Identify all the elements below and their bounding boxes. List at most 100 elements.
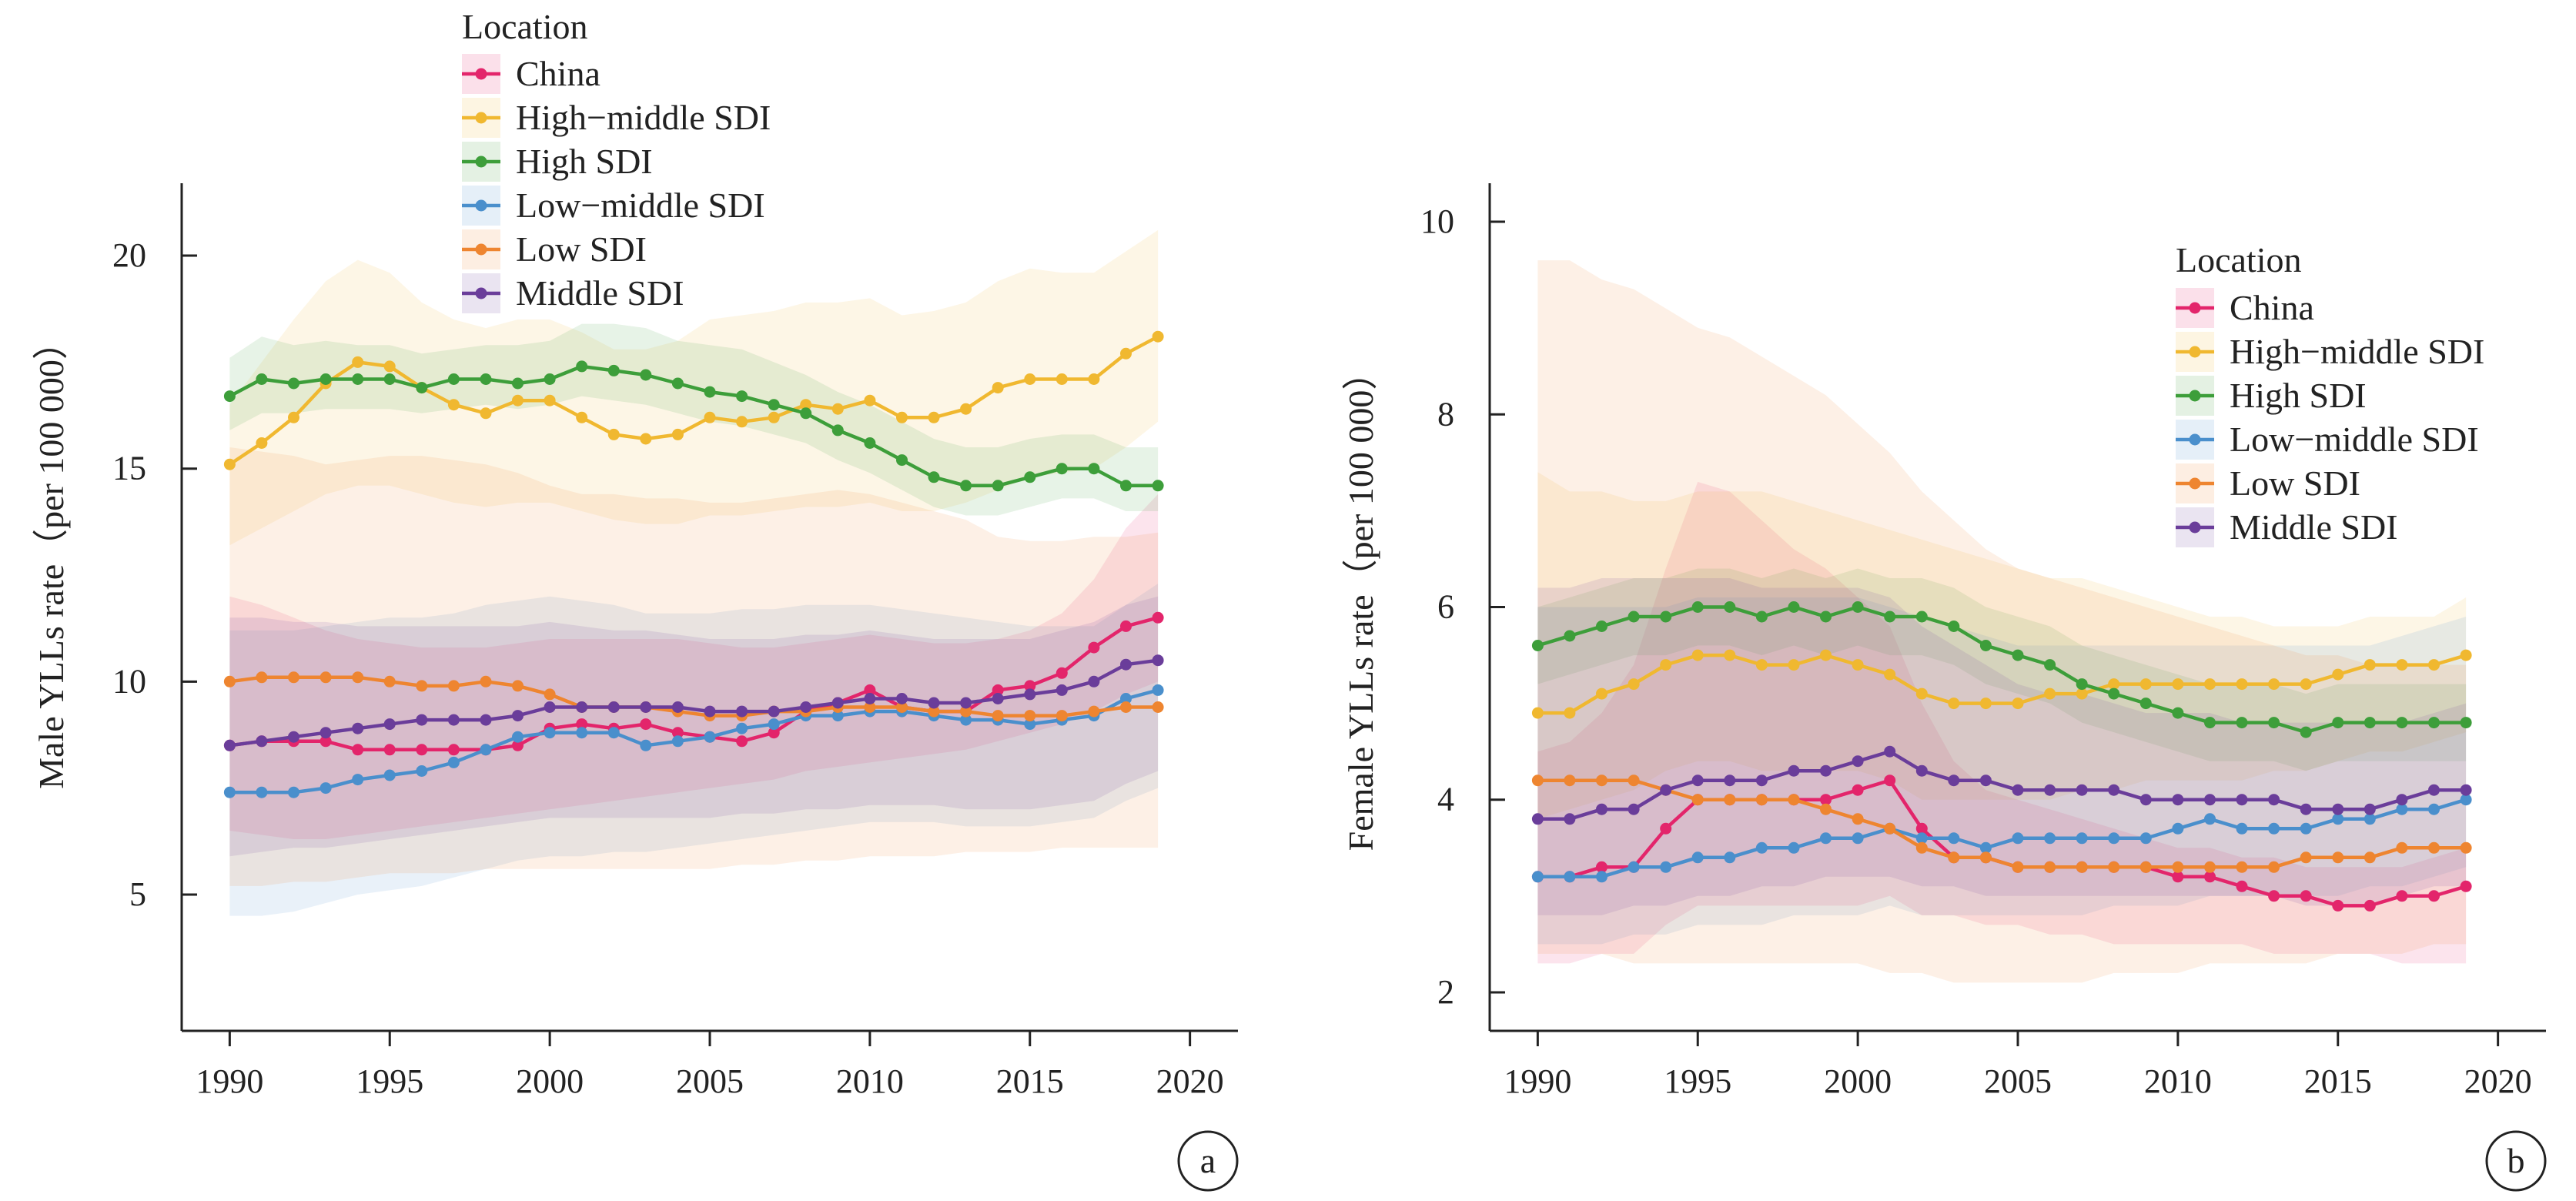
- point-low-middle-sdi: [768, 718, 780, 731]
- x-tick-label: 2015: [2304, 1062, 2372, 1100]
- point-high-middle-sdi: [1852, 659, 1864, 671]
- point-middle-sdi: [1531, 813, 1544, 825]
- point-low-middle-sdi: [223, 786, 236, 798]
- x-tick-label: 2000: [1824, 1062, 1892, 1100]
- legend-item-high-middle-sdi: High−middle SDI: [462, 98, 771, 138]
- point-low-middle-sdi: [2044, 832, 2056, 845]
- point-low-sdi: [544, 688, 556, 701]
- point-high-sdi: [2108, 687, 2120, 700]
- point-middle-sdi: [1915, 764, 1928, 777]
- point-low-sdi: [992, 710, 1004, 722]
- band-high-middle-sdi: [1537, 472, 2467, 819]
- point-high-sdi: [2396, 717, 2408, 729]
- point-high-middle-sdi: [1596, 687, 1607, 700]
- point-low-middle-sdi: [416, 765, 428, 777]
- legend-marker: [2189, 521, 2201, 534]
- point-low-sdi: [1055, 710, 1068, 722]
- point-low-sdi: [2044, 861, 2056, 873]
- point-high-middle-sdi: [2332, 668, 2344, 681]
- point-china: [1596, 861, 1607, 873]
- band-low-sdi: [1537, 260, 2467, 983]
- point-high-middle-sdi: [1979, 698, 1992, 710]
- point-china: [1852, 784, 1864, 796]
- point-high-middle-sdi: [223, 458, 236, 470]
- point-middle-sdi: [1755, 774, 1768, 787]
- point-low-sdi: [352, 671, 364, 684]
- point-china: [671, 727, 684, 739]
- point-middle-sdi: [671, 701, 684, 713]
- point-low-sdi: [1691, 794, 1704, 806]
- point-low-sdi: [864, 701, 876, 713]
- point-low-middle-sdi: [1691, 851, 1704, 864]
- point-high-sdi: [1055, 463, 1068, 475]
- point-high-sdi: [2300, 726, 2312, 738]
- point-middle-sdi: [447, 714, 460, 726]
- point-low-middle-sdi: [2300, 822, 2312, 835]
- x-tick-label: 2010: [2144, 1062, 2212, 1100]
- legend-item-middle-sdi: Middle SDI: [2176, 507, 2398, 547]
- x-tick-label: 1995: [356, 1062, 423, 1100]
- point-middle-sdi: [2300, 803, 2312, 815]
- y-tick-label: 20: [112, 236, 146, 274]
- band-high-sdi: [229, 323, 1159, 516]
- point-high-middle-sdi: [960, 403, 972, 415]
- point-low-middle-sdi: [480, 744, 492, 756]
- legend-item-low-sdi: Low SDI: [2176, 463, 2360, 503]
- legend-item-high-sdi: High SDI: [462, 142, 653, 182]
- series-low-middle-sdi: [1531, 794, 2472, 883]
- point-middle-sdi: [831, 697, 844, 709]
- point-low-middle-sdi: [831, 710, 844, 722]
- point-china: [1088, 641, 1100, 654]
- point-low-sdi: [1788, 794, 1800, 806]
- point-low-sdi: [512, 680, 524, 692]
- point-high-sdi: [2236, 717, 2248, 729]
- legend-marker: [2189, 302, 2201, 314]
- point-middle-sdi: [256, 735, 268, 748]
- point-high-sdi: [2332, 717, 2344, 729]
- point-china: [2172, 871, 2184, 883]
- chart-panel-b: 2 4 6 8 10 1990 1995 2000 2005 2010 2015 2020 Femal…: [1341, 183, 2547, 1192]
- point-high-middle-sdi: [1024, 373, 1036, 385]
- point-low-middle-sdi: [512, 731, 524, 743]
- x-tick-label: 2020: [1156, 1062, 1224, 1100]
- point-high-middle-sdi: [928, 411, 940, 423]
- point-low-sdi: [1915, 841, 1928, 854]
- point-high-sdi: [2012, 649, 2024, 661]
- point-low-sdi: [1724, 794, 1736, 806]
- point-low-middle-sdi: [1628, 861, 1640, 873]
- point-middle-sdi: [2332, 803, 2344, 815]
- x-tick-label: 1990: [196, 1062, 263, 1100]
- point-low-middle-sdi: [2108, 832, 2120, 845]
- point-middle-sdi: [704, 705, 716, 718]
- point-high-sdi: [1884, 611, 1896, 623]
- point-china: [2364, 899, 2376, 912]
- point-middle-sdi: [1852, 755, 1864, 768]
- y-tick-label: 15: [112, 450, 146, 487]
- point-high-sdi: [1596, 621, 1607, 632]
- series-high-sdi: [1531, 601, 2472, 738]
- point-middle-sdi: [2204, 794, 2216, 806]
- point-low-middle-sdi: [1564, 871, 1576, 883]
- point-high-middle-sdi: [1531, 707, 1544, 719]
- point-middle-sdi: [1628, 803, 1640, 815]
- point-high-sdi: [1628, 611, 1640, 623]
- point-high-middle-sdi: [1088, 373, 1100, 385]
- point-high-sdi: [352, 373, 364, 385]
- point-low-middle-sdi: [2012, 832, 2024, 845]
- point-low-sdi: [1979, 851, 1992, 864]
- point-high-sdi: [1755, 611, 1768, 623]
- point-high-middle-sdi: [256, 437, 268, 449]
- point-middle-sdi: [2108, 784, 2120, 796]
- point-high-sdi: [2268, 717, 2280, 729]
- band-china: [229, 493, 1159, 839]
- point-low-middle-sdi: [2428, 803, 2440, 815]
- point-middle-sdi: [1120, 658, 1132, 671]
- point-china: [447, 744, 460, 756]
- point-low-sdi: [1948, 851, 1960, 864]
- point-high-sdi: [800, 407, 812, 420]
- point-middle-sdi: [2044, 784, 2056, 796]
- point-high-middle-sdi: [1691, 649, 1704, 661]
- point-high-middle-sdi: [1152, 330, 1164, 343]
- x-tick-label: 2005: [1984, 1062, 2052, 1100]
- point-high-sdi: [576, 360, 588, 373]
